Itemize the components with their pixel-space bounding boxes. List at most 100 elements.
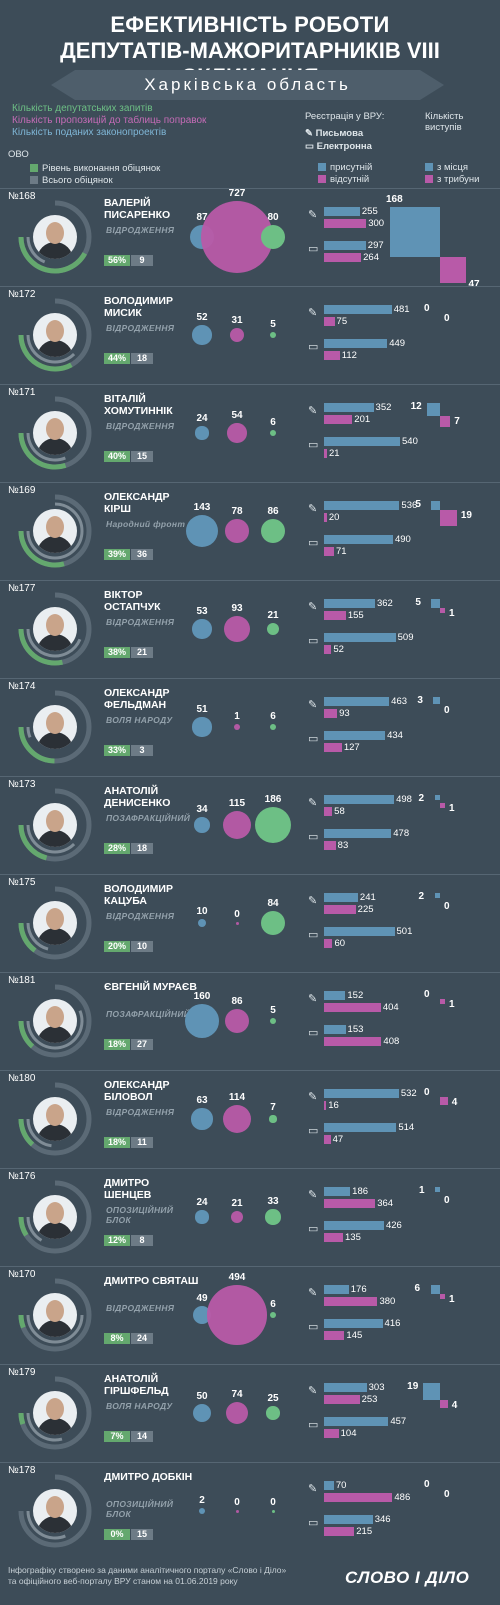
written-present-bar — [324, 599, 375, 608]
written-absent-bar — [324, 317, 335, 326]
avatar-body — [37, 634, 73, 651]
promise-total-label: Всього обіцянок — [42, 175, 113, 186]
legend-speeches-title: Кількість виступів — [425, 111, 464, 133]
deputy-name: АНАТОЛІЙ ДЕНИСЕНКО — [104, 785, 171, 809]
promise-count: 3 — [131, 745, 153, 756]
promise-ring — [18, 1474, 92, 1548]
pencil-icon: ✎ — [308, 503, 318, 515]
requests-bubble — [195, 426, 209, 440]
title-line-1: ЕФЕКТИВНІСТЬ РОБОТИ — [110, 12, 390, 37]
deputy-name: ОЛЕКСАНДР ФЕЛЬДМАН — [104, 687, 170, 711]
proposals-value: 78 — [231, 506, 243, 518]
electronic-absent-bar — [324, 449, 327, 458]
seat-speech-square — [390, 207, 440, 257]
avatar-head — [46, 320, 64, 342]
footer-line-1: Інфографіку створено за даними аналітичн… — [8, 1565, 287, 1575]
party-label: ВІДРОДЖЕННЯ — [106, 421, 175, 431]
promise-total-ring — [26, 922, 49, 951]
deputy-name: ОЛЕКСАНДР КІРШ — [104, 491, 170, 515]
written-absent-value: 253 — [361, 1394, 378, 1405]
written-absent-bar — [324, 1003, 381, 1012]
promise-percent: 7% — [104, 1431, 130, 1442]
monitor-icon: ▭ — [308, 635, 319, 647]
bills-value: 86 — [267, 505, 279, 517]
promise-ring-fill — [18, 1314, 26, 1329]
requests-bubble — [186, 515, 218, 547]
written-absent-bar — [324, 905, 356, 914]
party-label: ВІДРОДЖЕННЯ — [106, 617, 175, 627]
deputy-name: АНАТОЛІЙ ГІРШФЕЛЬД — [104, 1373, 169, 1397]
promise-count: 36 — [131, 549, 153, 560]
requests-bubble — [192, 1305, 212, 1325]
electronic-present-value: 478 — [393, 828, 410, 839]
electronic-present-bar — [324, 1319, 383, 1328]
proposals-value: 1 — [234, 711, 240, 722]
monitor-icon: ▭ — [308, 1419, 319, 1431]
avatar — [33, 1097, 77, 1141]
deputy-row: №170 ДМИТРО СВЯТАШ ВІДРОДЖЕННЯ 8% 24 49 494 6 ✎ 1… — [0, 1266, 500, 1361]
avatar-head — [46, 1104, 64, 1126]
electronic-present-bar — [324, 633, 396, 642]
monitor-icon: ▭ — [308, 1223, 319, 1235]
promise-percent: 39% — [104, 549, 130, 560]
seat-swatch — [425, 163, 433, 172]
promise-percent: 20% — [104, 941, 130, 952]
promise-percent: 18% — [104, 1039, 130, 1050]
avatar-body — [37, 438, 73, 455]
pencil-icon: ✎ — [308, 1385, 318, 1397]
legend-present: присутній — [318, 162, 372, 173]
deputy-name: ВОЛОДИМИР МИСИК — [104, 295, 173, 319]
promise-total-ring — [26, 236, 46, 264]
deputy-name: ВІКТОР ОСТАПЧУК — [104, 589, 161, 613]
promise-ring-track — [18, 1278, 92, 1352]
electronic-present-bar — [324, 1515, 373, 1524]
promise-ring — [18, 690, 92, 764]
promise-total-swatch — [30, 176, 38, 185]
electronic-absent-value: 112 — [341, 350, 357, 361]
seat-speech-value: 19 — [407, 1381, 419, 1392]
electronic-absent-bar — [324, 743, 342, 752]
promise-count: 15 — [131, 1529, 153, 1540]
monitor-icon: ▭ — [308, 831, 319, 843]
promise-level-label: Рівень виконання обіцянок — [42, 163, 161, 174]
monitor-icon: ▭ — [308, 929, 319, 941]
pencil-icon: ✎ — [308, 699, 318, 711]
absent-swatch — [318, 175, 326, 184]
bills-value: 5 — [270, 1005, 276, 1016]
bills-value: 6 — [270, 710, 276, 722]
podium-speech-value: 4 — [451, 1097, 458, 1108]
monitor-icon: ▭ — [308, 1321, 319, 1333]
avatar-head — [46, 1496, 64, 1518]
written-present-bar — [324, 1285, 349, 1294]
promise-total-ring — [26, 1216, 43, 1242]
proposals-value: 21 — [231, 1197, 243, 1209]
proposals-bubble — [235, 1509, 239, 1513]
district-number: №181 — [8, 975, 36, 986]
legend-seat-label: з місця — [437, 162, 468, 173]
promise-total-ring — [26, 726, 32, 738]
proposals-value: 93 — [231, 603, 243, 615]
seat-speech-value: 5 — [415, 597, 421, 608]
podium-swatch — [425, 175, 433, 184]
electronic-absent-bar — [324, 1429, 339, 1438]
promise-ring-track — [18, 1376, 92, 1450]
avatar — [33, 1293, 77, 1337]
seat-speech-value: 0 — [424, 303, 430, 314]
pencil-icon: ✎ — [308, 601, 318, 613]
written-absent-value: 75 — [336, 316, 348, 327]
written-present-bar — [324, 893, 358, 902]
written-present-bar — [324, 501, 400, 510]
electronic-absent-value: 135 — [345, 1232, 361, 1243]
bills-bubble — [269, 1311, 277, 1319]
pencil-icon: ✎ — [308, 209, 318, 221]
promise-ring-fill — [18, 628, 63, 666]
electronic-absent-bar — [324, 1527, 355, 1536]
monitor-icon: ▭ — [308, 1027, 319, 1039]
podium-speech-value: 47 — [468, 279, 480, 291]
seat-speech-value: 168 — [386, 194, 403, 205]
electronic-present-bar — [324, 1123, 397, 1132]
avatar-body — [37, 1026, 73, 1043]
electronic-absent-bar — [324, 645, 332, 654]
party-label: ВІДРОДЖЕННЯ — [106, 225, 175, 235]
electronic-present-value: 426 — [385, 1220, 402, 1231]
